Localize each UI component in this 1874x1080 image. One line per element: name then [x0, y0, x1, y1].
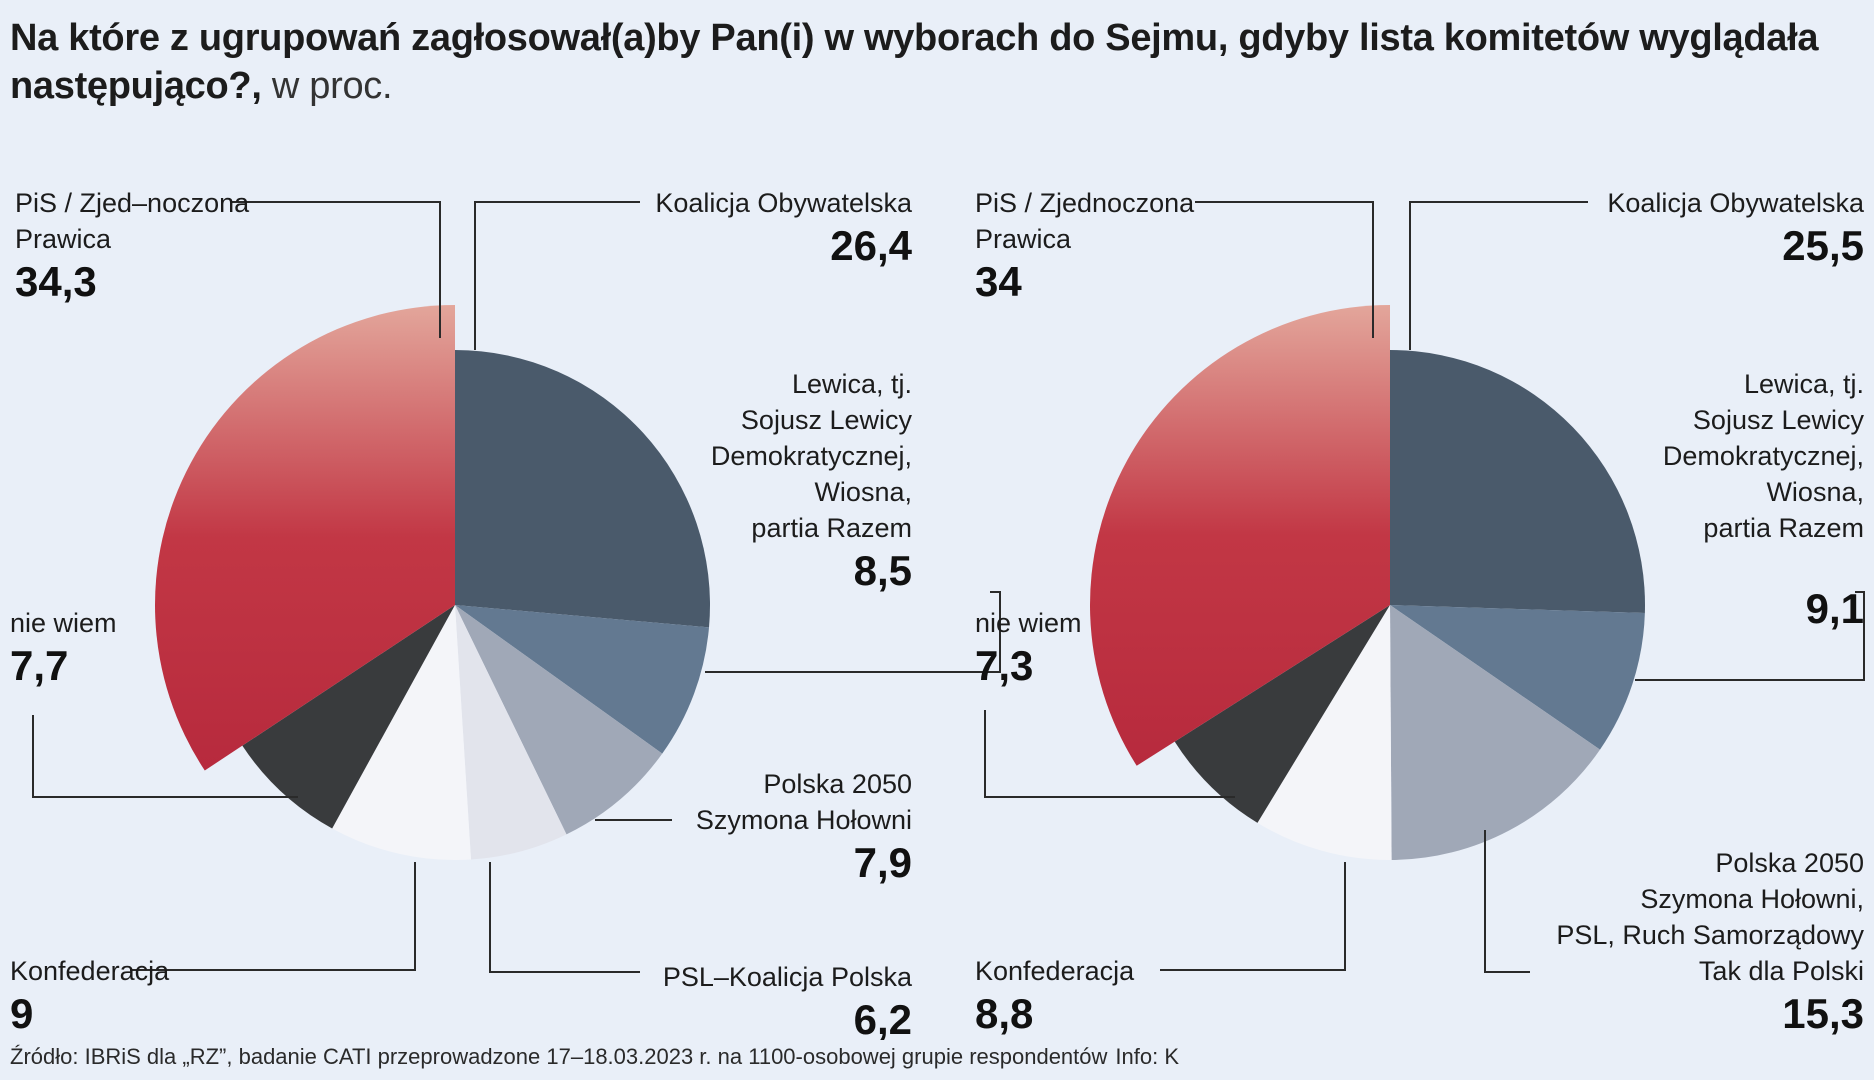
pie-chart-right: Koalicja Obywatelska 25,5 Lewica, tj. Sojus…	[975, 188, 1865, 1037]
slice-label-lewica: partia Razem	[751, 513, 912, 543]
leader-line-niewiem	[984, 710, 1235, 798]
pie-slice-polska2050	[1390, 605, 1601, 860]
chart-unit: w proc.	[271, 65, 393, 107]
slice-label-polska2050: Szymona Hołowni,	[1640, 884, 1864, 914]
slice-label-lewica: Demokratycznej,	[1663, 441, 1864, 471]
slice-label-lewica: Wiosna,	[1766, 477, 1864, 507]
leader-line-pis	[230, 201, 441, 338]
slice-label-psl: PSL–Koalicja Polska	[663, 962, 913, 992]
slice-value-lewica: 8,5	[854, 547, 912, 594]
leader-line-konfederacja	[130, 862, 416, 971]
pie-slice-pis	[154, 305, 455, 771]
leader-line-niewiem	[32, 715, 298, 798]
leader-line-pis	[1195, 201, 1374, 338]
slice-label-lewica: Lewica, tj.	[792, 369, 912, 399]
slice-label-pis: PiS / Zjednoczona	[975, 188, 1195, 218]
slice-label-pis: Prawica	[975, 224, 1072, 254]
chart-title-text: Na które z ugrupowań zagłosował(a)by Pan…	[10, 17, 1819, 107]
slice-label-polska2050: Polska 2050	[763, 769, 912, 799]
pie-chart-left: Koalicja Obywatelska 26,4 Lewica, tj. Sojus…	[10, 188, 1001, 1040]
pie-slice-lewica	[455, 605, 710, 754]
leader-line-konfederacja	[1160, 862, 1346, 971]
slice-value-pis: 34	[975, 258, 1022, 305]
pie-slice-konfederacja	[1257, 605, 1392, 860]
slice-label-lewica: Sojusz Lewicy	[1693, 405, 1865, 435]
slice-label-polska2050: Szymona Hołowni	[696, 805, 912, 835]
slice-label-niewiem: nie wiem	[975, 608, 1082, 638]
pie-slice-pis	[1090, 305, 1390, 766]
source-text: Źródło: IBRiS dla „RZ”, badanie CATI prz…	[10, 1044, 1108, 1069]
slice-value-psl: 6,2	[854, 996, 912, 1040]
pie-slice-ko	[1390, 350, 1645, 614]
slice-label-lewica: Demokratycznej,	[711, 441, 912, 471]
slice-value-niewiem: 7,3	[975, 642, 1033, 689]
leader-line-ko	[1409, 201, 1588, 350]
pie-slice-niewiem	[242, 605, 455, 829]
chart-title: Na które z ugrupowań zagłosował(a)by Pan…	[10, 14, 1860, 110]
slice-value-polska2050: 7,9	[854, 839, 912, 886]
slice-value-niewiem: 7,7	[10, 642, 68, 689]
slice-label-konfederacja: Konfederacja	[975, 956, 1135, 986]
slice-label-lewica: Sojusz Lewicy	[741, 405, 913, 435]
slice-label-pis: PiS / Zjed–noczona	[15, 188, 250, 218]
slice-value-ko: 25,5	[1782, 222, 1864, 269]
pie-slice-ko	[455, 350, 710, 628]
slice-label-niewiem: nie wiem	[10, 608, 117, 638]
slice-label-polska2050: Tak dla Polski	[1699, 956, 1864, 986]
slice-label-lewica: Lewica, tj.	[1744, 369, 1864, 399]
leader-line-psl	[489, 862, 640, 973]
pie-slice-psl	[455, 605, 567, 860]
slice-value-ko: 26,4	[830, 222, 912, 269]
slice-label-lewica: partia Razem	[1703, 513, 1864, 543]
slice-label-ko: Koalicja Obywatelska	[1607, 188, 1865, 218]
leader-line-lewica	[1635, 591, 1865, 681]
leader-line-ko	[474, 201, 640, 350]
slice-label-polska2050: PSL, Ruch Samorządowy	[1556, 920, 1864, 950]
slice-value-konfederacja: 8,8	[975, 990, 1033, 1037]
pie-slice-polska2050	[455, 605, 663, 835]
slice-label-ko: Koalicja Obywatelska	[655, 188, 913, 218]
info-text: Info: K	[1115, 1044, 1179, 1069]
leader-line-lewica	[705, 591, 1001, 673]
slice-value-lewica: 9,1	[1806, 585, 1864, 632]
pie-charts: Koalicja Obywatelska 26,4 Lewica, tj. Sojus…	[10, 188, 1865, 1040]
source-note: Źródło: IBRiS dla „RZ”, badanie CATI prz…	[10, 1044, 1187, 1070]
slice-label-pis: Prawica	[15, 224, 112, 254]
pie-slice-konfederacja	[332, 605, 472, 861]
leader-line-polska2050	[1484, 830, 1530, 973]
slice-value-konfederacja: 9	[10, 990, 33, 1037]
pie-slice-lewica	[1390, 605, 1645, 750]
slice-value-pis: 34,3	[15, 258, 97, 305]
pie-slice-niewiem	[1174, 605, 1390, 823]
slice-value-polska2050: 15,3	[1782, 990, 1864, 1037]
slice-label-konfederacja: Konfederacja	[10, 956, 170, 986]
slice-label-lewica: Wiosna,	[814, 477, 912, 507]
slice-label-polska2050: Polska 2050	[1715, 848, 1864, 878]
